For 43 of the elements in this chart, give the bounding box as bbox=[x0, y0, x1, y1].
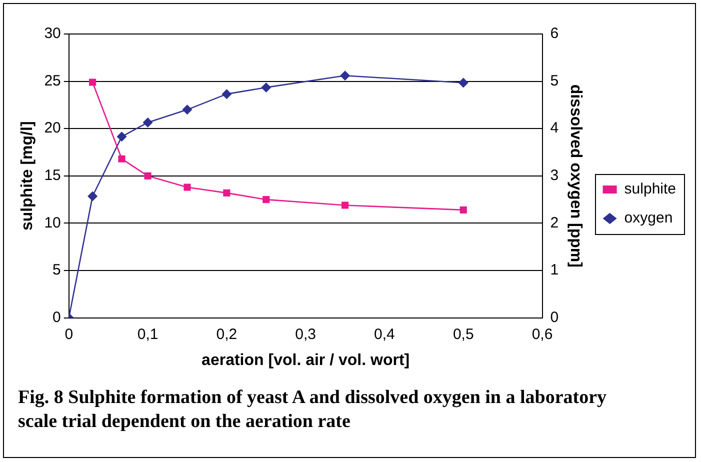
point bbox=[118, 155, 126, 162]
legend-label: sulphite bbox=[624, 180, 676, 198]
point bbox=[89, 78, 96, 86]
y-tick-label: 0 bbox=[52, 308, 61, 326]
point bbox=[262, 196, 270, 204]
y-tick-label: 5 bbox=[52, 262, 61, 279]
x-tick-label: 0,3 bbox=[295, 326, 316, 343]
point bbox=[142, 117, 153, 128]
y-tick-label: 30 bbox=[44, 25, 61, 42]
y-tick-label: 15 bbox=[44, 167, 61, 184]
y2-tick-label: 6 bbox=[550, 25, 559, 42]
point bbox=[88, 191, 98, 202]
point bbox=[458, 78, 468, 88]
y2-tick-label: 4 bbox=[550, 120, 559, 137]
x-tick-label: 0 bbox=[64, 326, 74, 343]
y2-tick-label: 3 bbox=[550, 167, 559, 184]
point bbox=[460, 206, 467, 214]
x-tick-label: 0,4 bbox=[374, 326, 395, 343]
point bbox=[182, 104, 192, 115]
y-tick-label: 10 bbox=[44, 214, 61, 232]
y-axis-title: sulphite [mg/l] bbox=[19, 121, 36, 231]
y2-axis-title: dissolved oxygen [ppm] bbox=[566, 84, 584, 268]
legend-label: oxygen bbox=[624, 210, 673, 227]
point bbox=[261, 82, 272, 92]
point bbox=[340, 70, 350, 81]
x-tick-label: 0,1 bbox=[137, 326, 158, 343]
text: Fig. 8 Sulphite formation of yeast A and dissolved oxygen in a laboratory scale trial dependent on the aeration rate bbox=[18, 386, 608, 434]
point bbox=[144, 172, 152, 180]
point bbox=[184, 184, 191, 191]
y-tick-label: 25 bbox=[44, 72, 61, 90]
point bbox=[116, 132, 127, 142]
y2-tick-label: 2 bbox=[550, 214, 559, 232]
y2-tick-label: 1 bbox=[550, 262, 559, 279]
y2-tick-label: 5 bbox=[550, 72, 559, 90]
point bbox=[341, 202, 349, 209]
y2-tick-label: 0 bbox=[550, 308, 559, 326]
point bbox=[222, 89, 232, 100]
x-tick-label: 0,2 bbox=[216, 326, 238, 343]
point bbox=[223, 189, 230, 196]
y-tick-label: 20 bbox=[44, 120, 61, 137]
x-axis-title: aeration [vol. air / vol. wort] bbox=[202, 352, 410, 369]
x-tick-label: 0,5 bbox=[452, 326, 474, 343]
x-tick-label: 0,6 bbox=[532, 326, 553, 343]
